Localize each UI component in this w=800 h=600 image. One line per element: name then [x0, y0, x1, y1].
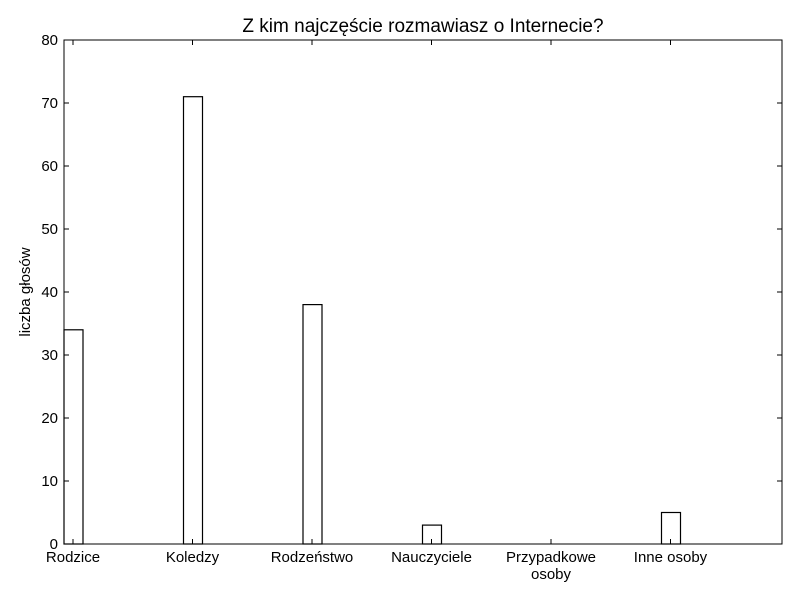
chart-title: Z kim najczęście rozmawiasz o Internecie… — [242, 16, 603, 37]
bar-2 — [302, 304, 323, 545]
y-tick-label-7: 70 — [41, 95, 58, 112]
x-tick-label-line: Rodzeństwo — [271, 549, 354, 566]
y-tick-label-3: 30 — [41, 347, 58, 364]
x-tick-label-line: Nauczyciele — [391, 549, 472, 566]
axes-frame — [63, 39, 783, 545]
y-tick-label-2: 20 — [41, 410, 58, 427]
y-tick-label-6: 60 — [41, 158, 58, 175]
x-tick-label-line: Koledzy — [166, 549, 220, 566]
y-tick-label-4: 40 — [41, 284, 58, 301]
x-tick-label-3: Nauczyciele — [391, 549, 472, 566]
bar-1 — [182, 96, 204, 545]
x-tick-label-line: Inne osoby — [634, 549, 708, 566]
bar-0 — [63, 329, 84, 545]
x-tick-label-4: Przypadkowe osoby — [506, 549, 596, 583]
x-tick-label-line: osoby — [531, 566, 572, 583]
x-tick-label-line: Rodzice — [46, 549, 100, 566]
x-tick-label-5: Inne osoby — [634, 549, 708, 566]
x-tick-label-line: Przypadkowe — [506, 549, 596, 566]
x-tick-label-2: Rodzeństwo — [271, 549, 354, 566]
y-tick-label-8: 80 — [41, 32, 58, 49]
y-tick-label-1: 10 — [41, 473, 58, 490]
plot-area: 0 10 20 30 40 50 60 70 80 Rodzice Koledzy Rodzeństw… — [41, 32, 783, 583]
y-tick-label-0: 0 — [50, 536, 58, 553]
y-axis-label: liczba głosów — [17, 247, 34, 336]
x-tick-label-1: Koledzy — [166, 549, 220, 566]
x-tick-label-0: Rodzice — [46, 549, 100, 566]
y-tick-label-5: 50 — [41, 221, 58, 238]
